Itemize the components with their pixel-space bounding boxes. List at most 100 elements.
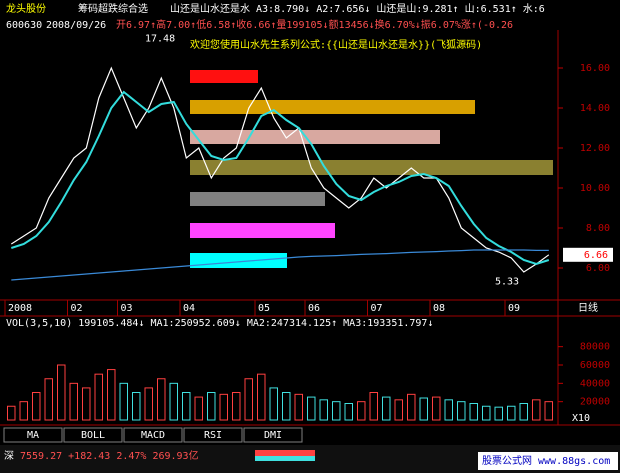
x-tick-label: 06 [308,303,320,314]
volume-bar [469,403,478,421]
volume-bar [369,392,378,421]
volume-bar [57,364,66,421]
y-tick-label: 80000 [580,342,610,353]
volume-bar [119,382,128,421]
y-tick-label: 20000 [580,397,610,408]
y-tick-label: 12.00 [580,143,610,154]
x-tick-label: 08 [433,303,445,314]
quote-date: 2008/09/26 [46,20,106,31]
volume-bar [219,393,228,421]
period: 日线 [578,301,598,314]
volume-bar [169,382,178,421]
y-tick-label: 6.00 [586,263,610,274]
x-tick-label: 03 [121,303,133,314]
low-label: 5.33 [495,276,519,287]
x-tick-label: 2008 [8,303,32,314]
tab-label[interactable]: DMI [264,430,282,441]
tab-label[interactable]: MA [27,430,39,441]
volume-bar [82,387,91,421]
volume-bar [432,396,441,421]
volume-bar [269,387,278,421]
y-tick-label: 10.00 [580,183,610,194]
volume-bar [157,378,166,421]
price-line [10,90,550,266]
volume-bar [69,382,78,421]
x-tick-label: 07 [371,303,383,314]
volume-bar [457,401,466,421]
volume-bar [282,392,291,421]
volume-bar [94,373,103,421]
volume-bar [519,403,528,421]
tab-label[interactable]: RSI [204,430,222,441]
band [190,253,287,268]
band [190,192,325,206]
indicator: 筹码超跌综合选 [78,2,148,15]
welcome: 欢迎您使用山水先生系列公式:{{山还是山水还是水}}(飞狐源码) [190,38,482,51]
volume-bar [319,399,328,421]
status-value: 7559.27 +182.43 2.47% 269.93亿 [20,449,199,462]
quote-code: 600630 [6,20,42,31]
last-price: 6.66 [584,250,608,261]
volume-bar [257,373,266,421]
y-tick-label: 16.00 [580,63,610,74]
volume-bar [207,392,216,421]
volume-bar [232,392,241,421]
x-tick-label: 05 [258,303,270,314]
volume-bar [407,393,416,421]
volume-bar [32,392,41,421]
price-line [11,249,549,281]
volume-bar [344,403,353,421]
volume-bar [7,405,16,421]
volume-bar [357,401,366,421]
site-box [478,452,618,470]
tab-label[interactable]: MACD [141,430,165,441]
band [190,70,258,83]
volume-bar [132,392,141,421]
x-tick-label: 09 [508,303,520,314]
status-gauge [255,456,315,461]
tab[interactable] [243,427,303,443]
y-tick-label: 40000 [580,378,610,389]
volume-bar [194,396,203,421]
volume-bar [494,406,503,421]
x-tick-label: 02 [71,303,83,314]
y-tick-label: 60000 [580,360,610,371]
volume-bar [332,401,341,421]
status-index: 深 [4,450,14,462]
band [190,100,475,114]
band [190,160,553,175]
tab[interactable] [63,427,123,443]
tab[interactable] [123,427,183,443]
tabs: MA BOLL MACD RSI DMI [3,427,303,443]
band [190,130,440,144]
volume-bar [394,399,403,421]
volume-bar [144,387,153,421]
price-line [10,66,550,273]
volume-bar [507,405,516,421]
volume-bar [44,378,53,421]
volume-bar [294,393,303,421]
band [190,223,335,238]
formula: 山还是山水还是水 A3:8.790↓ A2:7.656↓ 山还是山:9.281↑… [170,3,545,15]
volume-bar [444,399,453,421]
tab-label[interactable]: BOLL [81,430,105,441]
volume-bar [107,369,116,421]
volume-bar [544,401,553,421]
status-gauge [255,450,315,456]
site: 股票公式网 www.88gs.com [482,454,610,467]
multiplier: X10 [572,413,590,424]
tab[interactable] [3,427,63,443]
volume-header: VOL(3,5,10) 199105.484↓ MA1:250952.609↓ … [6,318,433,329]
volume-bar [532,399,541,421]
volume-bar [182,392,191,421]
tab[interactable] [183,427,243,443]
volume-bar [419,397,428,421]
last-price-box [563,247,613,262]
x-tick-label: 04 [183,303,195,314]
volume-bar [244,378,253,421]
volume-bar [382,396,391,421]
y-tick-label: 14.00 [580,103,610,114]
y-tick-label: 8.00 [586,223,610,234]
quote-prices: 开6.97↑高7.00↑低6.58↑收6.66↑量199105↓额13456↓换… [116,18,513,31]
